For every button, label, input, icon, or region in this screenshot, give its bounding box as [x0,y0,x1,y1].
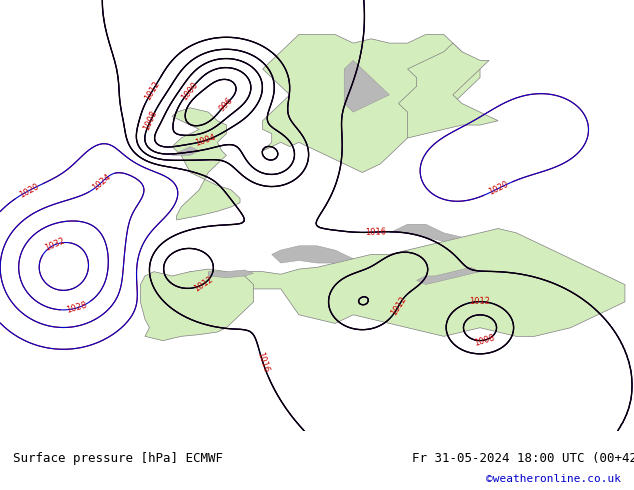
Text: 1016: 1016 [365,227,386,237]
Text: 1012: 1012 [469,297,490,306]
Text: Surface pressure [hPa] ECMWF: Surface pressure [hPa] ECMWF [13,452,223,465]
Polygon shape [417,268,480,285]
Polygon shape [140,269,254,341]
Text: 1012: 1012 [143,79,162,102]
Polygon shape [344,60,389,112]
Text: 1032: 1032 [43,237,66,253]
Polygon shape [172,147,199,155]
Polygon shape [272,246,353,263]
Text: 1016: 1016 [255,350,270,373]
Text: 1008: 1008 [472,333,495,347]
Polygon shape [399,43,498,138]
Text: ©weatheronline.co.uk: ©weatheronline.co.uk [486,474,621,484]
Text: 1004: 1004 [194,133,217,148]
Text: 1012: 1012 [389,294,408,317]
Text: 1012: 1012 [192,274,215,294]
Text: 1008: 1008 [142,109,159,132]
Polygon shape [181,228,625,336]
Text: 1000: 1000 [179,80,200,102]
Polygon shape [172,108,240,220]
Text: 996: 996 [217,95,235,113]
Text: 1020: 1020 [17,182,40,199]
Polygon shape [209,270,254,278]
Text: 1028: 1028 [65,301,87,316]
Text: 1020: 1020 [487,180,510,197]
Polygon shape [262,34,480,172]
Text: Fr 31-05-2024 18:00 UTC (00+42): Fr 31-05-2024 18:00 UTC (00+42) [412,452,634,465]
Polygon shape [389,224,462,242]
Text: 1024: 1024 [91,172,113,192]
